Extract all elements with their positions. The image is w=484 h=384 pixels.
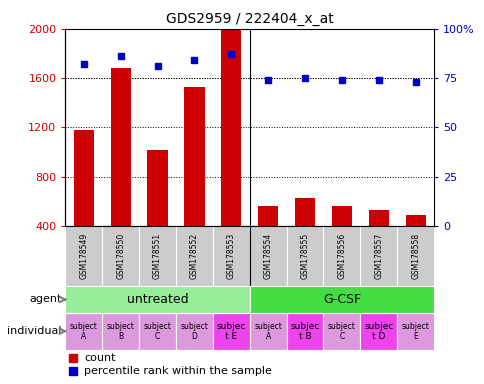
Text: subject
B: subject B: [106, 322, 135, 341]
FancyBboxPatch shape: [176, 313, 212, 349]
Bar: [184, 87, 204, 226]
FancyBboxPatch shape: [176, 226, 212, 286]
Bar: [368, 210, 388, 226]
Text: GSM178556: GSM178556: [337, 233, 346, 279]
Bar: [257, 207, 278, 226]
Text: subject
C: subject C: [327, 322, 355, 341]
Text: subject
E: subject E: [401, 322, 429, 341]
Text: GSM178552: GSM178552: [190, 233, 198, 279]
Text: GSM178554: GSM178554: [263, 233, 272, 279]
FancyBboxPatch shape: [323, 313, 360, 349]
FancyBboxPatch shape: [396, 313, 433, 349]
Bar: [294, 198, 315, 226]
Text: count: count: [84, 353, 115, 362]
Text: subject
D: subject D: [180, 322, 208, 341]
Bar: [331, 207, 351, 226]
Text: subjec
t E: subjec t E: [216, 322, 245, 341]
FancyBboxPatch shape: [396, 226, 433, 286]
Text: GSM178557: GSM178557: [374, 233, 382, 279]
Text: subjec
t B: subjec t B: [290, 322, 319, 341]
Text: GSM178555: GSM178555: [300, 233, 309, 279]
FancyBboxPatch shape: [249, 226, 286, 286]
Text: GSM178550: GSM178550: [116, 233, 125, 279]
Text: percentile rank within the sample: percentile rank within the sample: [84, 366, 271, 376]
Title: GDS2959 / 222404_x_at: GDS2959 / 222404_x_at: [166, 12, 333, 26]
Bar: [405, 215, 425, 226]
FancyBboxPatch shape: [212, 226, 249, 286]
FancyBboxPatch shape: [102, 226, 139, 286]
Bar: [110, 68, 131, 226]
Text: untreated: untreated: [126, 293, 188, 306]
FancyBboxPatch shape: [286, 313, 323, 349]
FancyBboxPatch shape: [249, 313, 286, 349]
FancyBboxPatch shape: [139, 313, 176, 349]
Bar: [221, 30, 241, 226]
FancyBboxPatch shape: [139, 226, 176, 286]
FancyBboxPatch shape: [360, 226, 396, 286]
Text: subject
A: subject A: [254, 322, 282, 341]
Text: GSM178558: GSM178558: [410, 233, 419, 279]
FancyBboxPatch shape: [65, 286, 249, 313]
Bar: [147, 150, 167, 226]
FancyBboxPatch shape: [65, 313, 102, 349]
FancyBboxPatch shape: [102, 313, 139, 349]
Text: G-CSF: G-CSF: [322, 293, 360, 306]
FancyBboxPatch shape: [212, 313, 249, 349]
Text: subject
C: subject C: [143, 322, 171, 341]
Text: GSM178551: GSM178551: [153, 233, 162, 279]
Text: subjec
t D: subjec t D: [363, 322, 393, 341]
Text: GSM178553: GSM178553: [227, 233, 235, 279]
FancyBboxPatch shape: [360, 313, 396, 349]
Text: individual: individual: [7, 326, 61, 336]
FancyBboxPatch shape: [249, 286, 433, 313]
Bar: [74, 130, 94, 226]
Text: subject
A: subject A: [70, 322, 98, 341]
FancyBboxPatch shape: [65, 226, 102, 286]
Text: agent: agent: [30, 295, 61, 305]
Text: GSM178549: GSM178549: [79, 233, 88, 279]
FancyBboxPatch shape: [286, 226, 323, 286]
FancyBboxPatch shape: [323, 226, 360, 286]
